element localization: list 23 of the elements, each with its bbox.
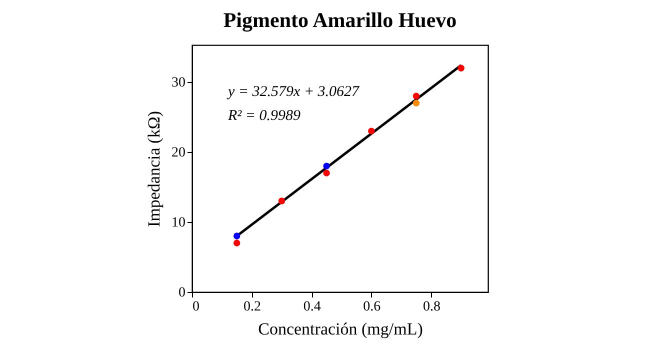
annotation: y = 32.579x + 3.0627	[226, 84, 361, 100]
x-tick-label: 0	[192, 300, 200, 314]
point	[323, 162, 330, 170]
x-tick-label: 0.2	[244, 300, 262, 314]
y-axis-title: Impedancia (kΩ)	[144, 111, 164, 227]
x-axis-title: Concentración (mg/mL)	[258, 320, 423, 338]
y-tick-label: 0	[178, 286, 186, 300]
x-tick-label: 0.6	[363, 300, 381, 314]
annotation: R² = 0.9989	[227, 108, 302, 124]
chart-title: Pigmento Amarillo Huevo	[223, 8, 457, 32]
y-tick-label: 30	[172, 76, 186, 91]
y-tick-label: 20	[172, 146, 186, 161]
point	[458, 64, 464, 72]
point	[278, 198, 286, 204]
x-tick-label: 0.4	[303, 300, 321, 314]
point	[323, 170, 330, 176]
x-tick-label: 0.8	[422, 300, 440, 314]
point	[412, 100, 420, 106]
y-tick-label: 10	[172, 216, 186, 231]
point	[233, 232, 240, 240]
point	[412, 92, 420, 100]
point	[233, 240, 240, 246]
point	[368, 128, 375, 134]
